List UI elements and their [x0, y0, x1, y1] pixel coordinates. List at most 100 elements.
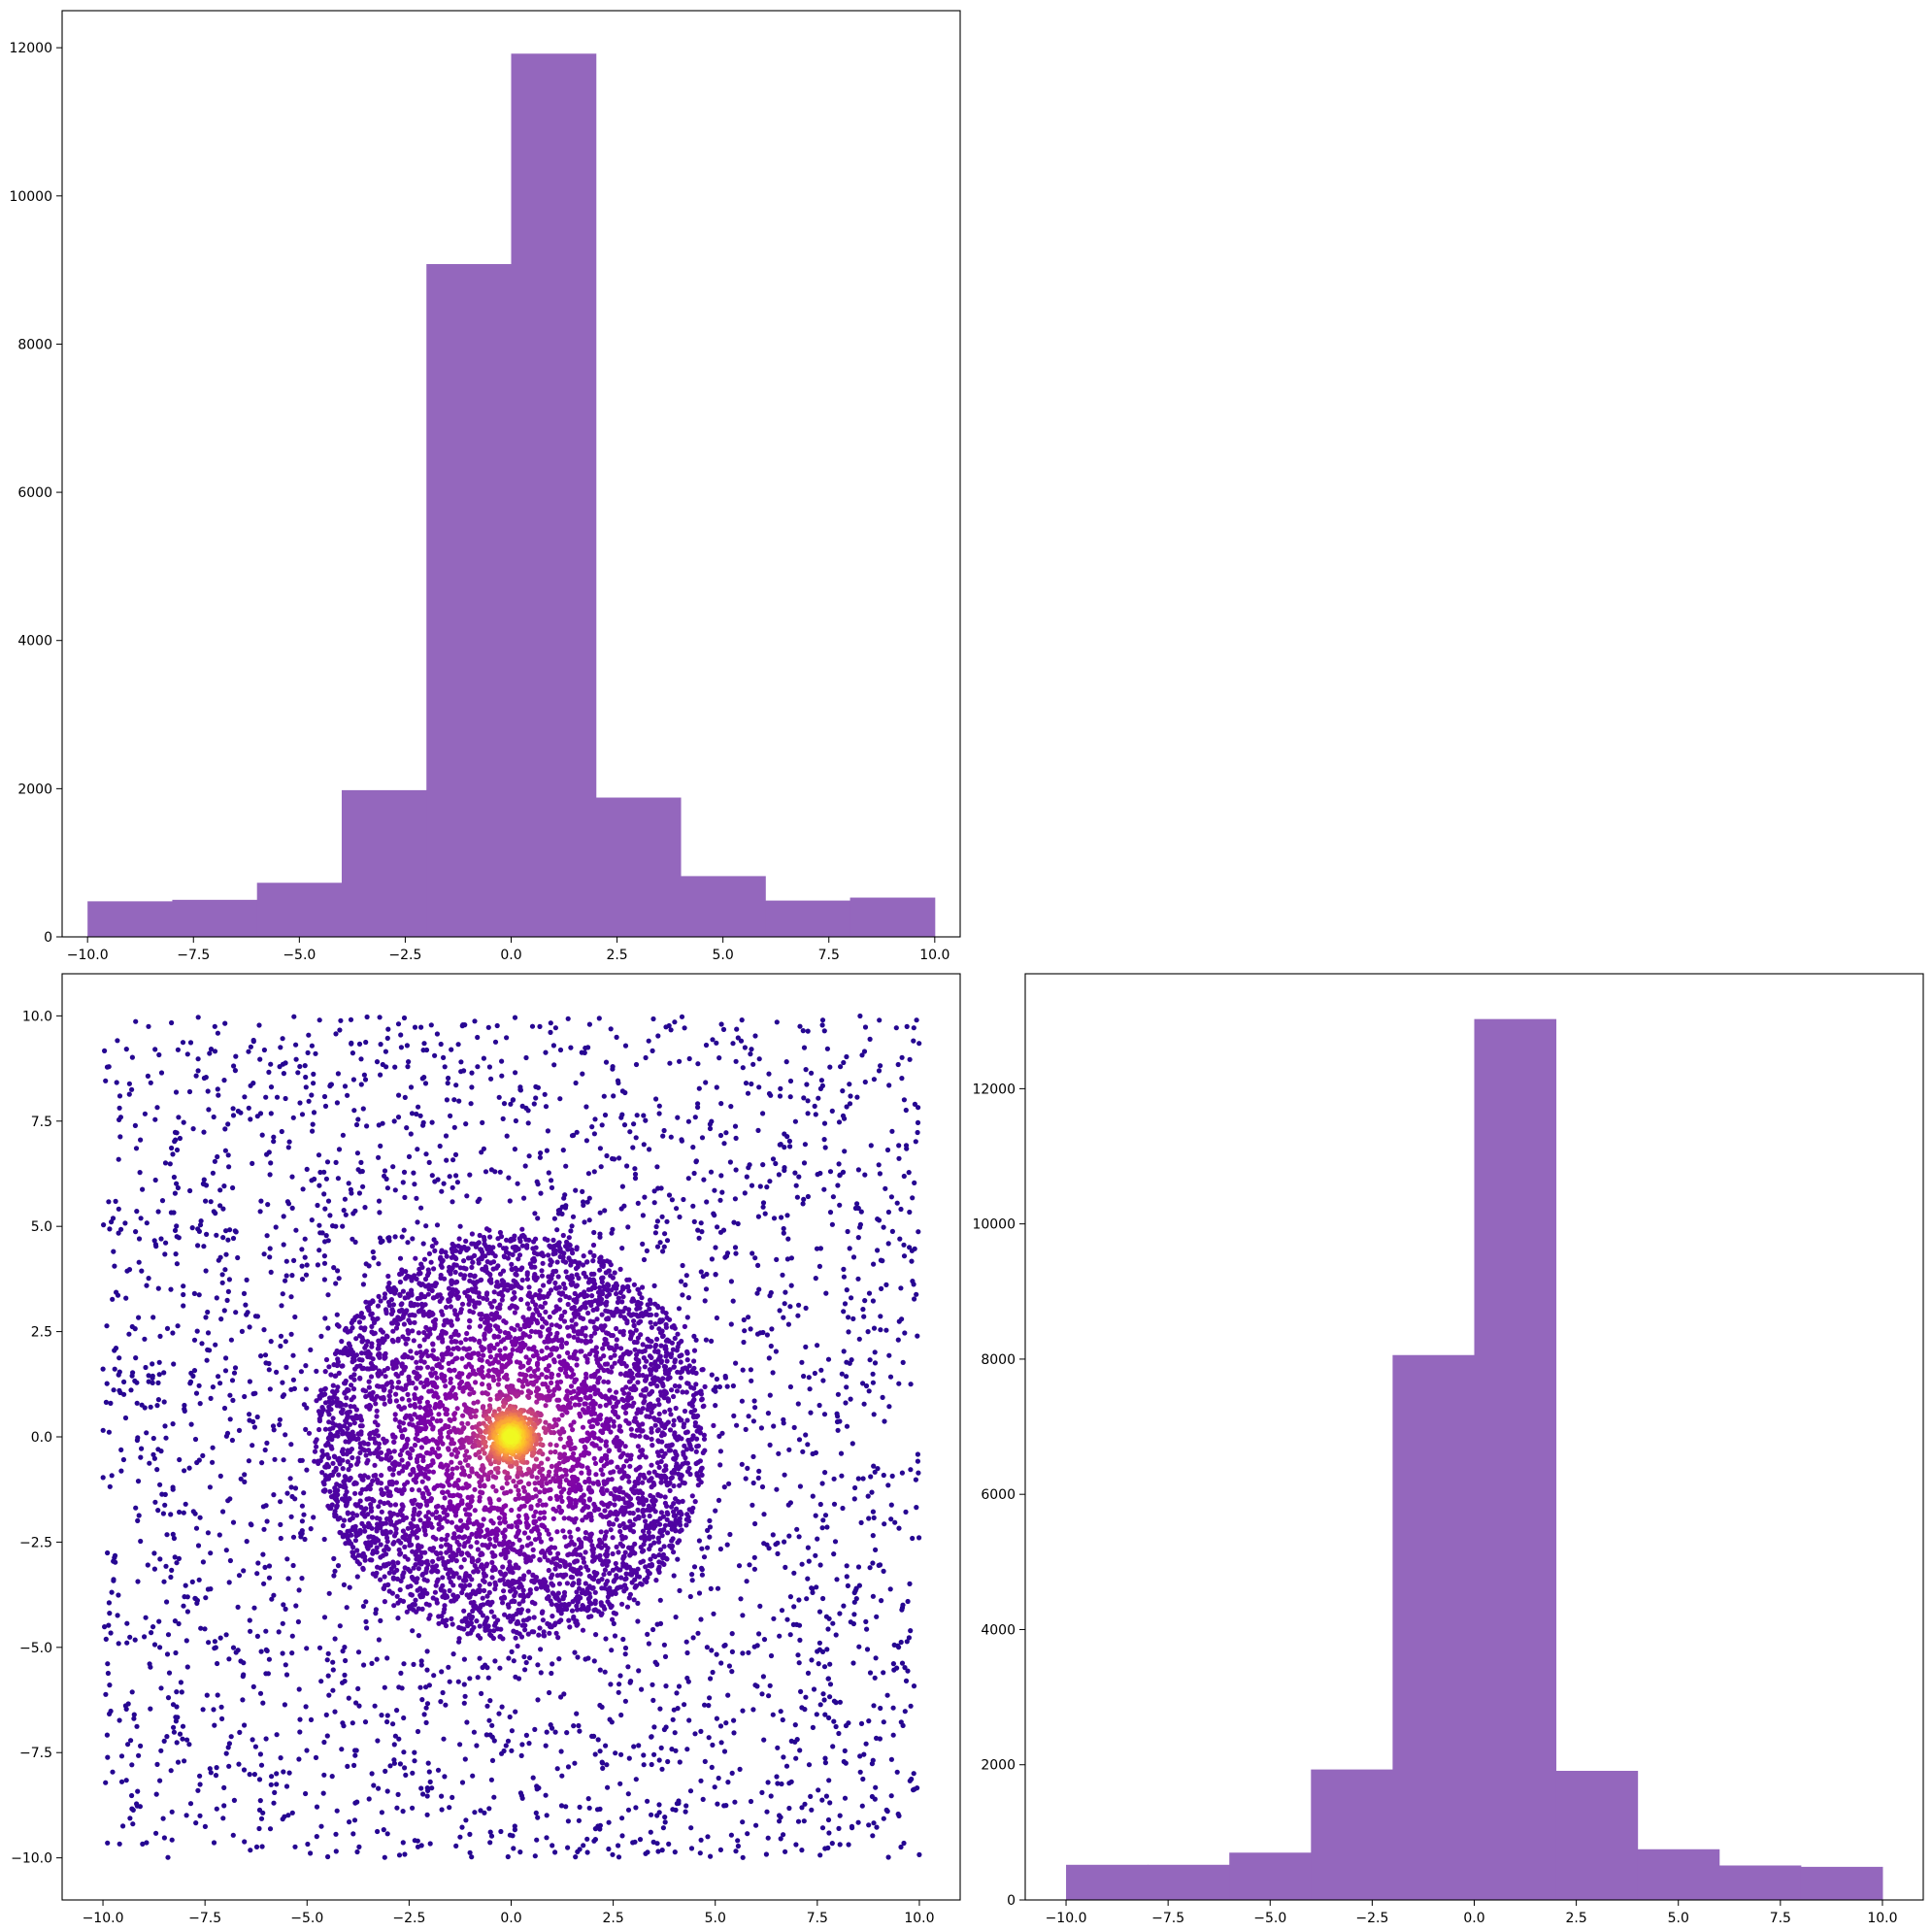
scatter-point	[691, 1348, 698, 1353]
scatter-point	[801, 1095, 807, 1101]
scatter-point	[574, 1607, 581, 1613]
scatter-point	[273, 1224, 279, 1230]
scatter-point	[248, 1116, 253, 1122]
scatter-point	[210, 1459, 216, 1465]
scatter-point	[152, 1499, 158, 1505]
scatter-point	[654, 1460, 661, 1466]
scatter-point	[553, 1630, 559, 1636]
scatter-point	[342, 1672, 348, 1678]
scatter-point	[180, 1736, 185, 1742]
scatter-point	[671, 1513, 677, 1518]
scatter-point	[610, 1616, 616, 1622]
scatter-point	[884, 1147, 891, 1153]
scatter-point	[881, 1719, 886, 1725]
scatter-point	[555, 1590, 561, 1596]
scatter-point	[645, 1336, 650, 1342]
scatter-point	[817, 1246, 824, 1251]
scatter-point	[339, 1402, 345, 1408]
scatter-point	[688, 1409, 694, 1416]
scatter-point	[591, 1169, 597, 1175]
scatter-point	[651, 1188, 657, 1194]
scatter-point	[630, 1840, 636, 1846]
scatter-point	[779, 1215, 784, 1220]
scatter-point	[626, 1545, 632, 1550]
scatter-point	[748, 1051, 753, 1057]
scatter-point	[426, 1602, 432, 1608]
scatter-point	[316, 1426, 322, 1433]
scatter-point	[138, 1454, 144, 1460]
scatter-point	[415, 1302, 420, 1308]
scatter-point	[606, 1846, 612, 1852]
scatter-point	[839, 1371, 845, 1377]
scatter-point	[410, 1236, 416, 1242]
scatter-point	[668, 1412, 674, 1417]
scatter-point	[290, 1377, 296, 1382]
scatter-point	[448, 1113, 453, 1118]
scatter-point	[849, 1823, 855, 1829]
scatter-point	[340, 1649, 346, 1654]
scatter-point	[876, 1068, 883, 1074]
scatter-point	[626, 1755, 632, 1761]
scatter-point	[172, 1190, 178, 1196]
scatter-point	[830, 1744, 836, 1749]
scatter-point	[424, 1812, 430, 1817]
scatter-point	[197, 1773, 203, 1779]
scatter-point	[430, 1595, 436, 1601]
scatter-point	[695, 1227, 701, 1233]
scatter-point	[168, 1574, 174, 1581]
scatter-point	[586, 1195, 592, 1201]
scatter-point	[319, 1448, 325, 1454]
scatter-point	[186, 1465, 192, 1471]
scatter-point	[509, 1649, 515, 1654]
scatter-point	[889, 1128, 895, 1134]
scatter-point	[535, 1216, 541, 1221]
scatter-point	[421, 1256, 428, 1262]
scatter-point	[205, 1330, 212, 1336]
scatter-point	[908, 1382, 914, 1387]
scatter-point	[695, 1101, 701, 1107]
scatter-point	[393, 1325, 400, 1331]
scatter-point	[664, 1218, 670, 1224]
scatter-point	[381, 1827, 386, 1833]
scatter-point	[289, 1650, 295, 1656]
scatter-point	[658, 1480, 664, 1485]
scatter-point	[458, 1582, 465, 1588]
scatter-point	[668, 1353, 674, 1359]
scatter-point	[692, 1731, 698, 1737]
scatter-point	[549, 1178, 554, 1183]
scatter-point	[598, 1164, 604, 1170]
scatter-point	[464, 1248, 470, 1253]
scatter-point	[751, 1554, 757, 1560]
scatter-point	[654, 1244, 661, 1249]
scatter-point	[604, 1579, 611, 1584]
scatter-point	[360, 1315, 366, 1320]
scatter-point	[712, 1213, 717, 1218]
scatter-point	[657, 1527, 664, 1534]
scatter-point	[872, 1469, 878, 1475]
scatter-point	[779, 1781, 784, 1787]
scatter-point	[293, 1042, 299, 1048]
scatter-point	[672, 1335, 678, 1342]
scatter-point	[221, 1784, 227, 1790]
scatter-point	[616, 1155, 622, 1161]
scatter-point	[638, 1559, 644, 1565]
scatter-point	[541, 1252, 547, 1259]
scatter-point	[896, 1155, 902, 1161]
scatter-point	[726, 1663, 733, 1669]
scatter-point	[873, 1547, 879, 1552]
scatter-point	[883, 1282, 889, 1287]
scatter-point	[176, 1115, 182, 1120]
scatter-point	[187, 1040, 194, 1046]
scatter-point	[457, 1272, 464, 1278]
scatter-point	[497, 1634, 503, 1640]
scatter-point	[597, 1146, 604, 1151]
scatter-point	[583, 1104, 589, 1110]
scatter-point	[867, 1357, 873, 1363]
scatter-point	[408, 1131, 414, 1137]
scatter-point	[174, 1147, 181, 1153]
scatter-point	[148, 1404, 153, 1410]
scatter-point	[171, 1174, 177, 1181]
scatter-point	[226, 1656, 232, 1662]
scatter-point	[334, 1503, 340, 1509]
scatter-point	[681, 1196, 686, 1203]
